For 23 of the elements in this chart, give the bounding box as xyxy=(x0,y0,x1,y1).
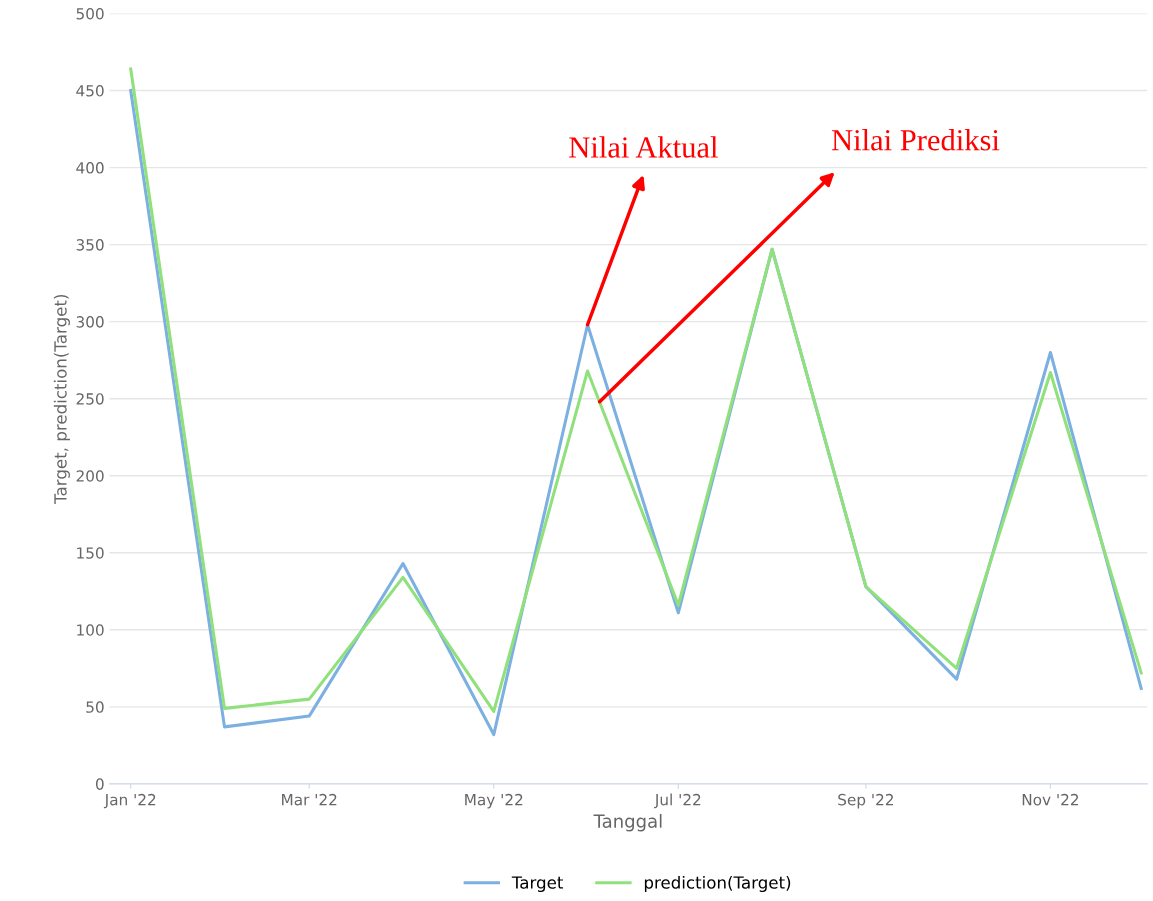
x-tick-label: Mar '22 xyxy=(282,793,337,806)
y-tick-label: 350 xyxy=(76,239,104,251)
y-tick-label: 450 xyxy=(76,85,104,97)
y-tick-label: 100 xyxy=(77,624,104,636)
y-tick-label: 250 xyxy=(76,393,104,405)
x-tick-label: Sep '22 xyxy=(838,793,893,809)
y-tick-label: 300 xyxy=(76,316,104,328)
y-tick-label: 400 xyxy=(76,162,104,174)
annotation: Nilai Prediksi xyxy=(831,129,1000,151)
x-tick-label: Jan '22 xyxy=(103,793,156,809)
legend-label: prediction(Target) xyxy=(644,875,791,893)
x-axis-title: Tanggal xyxy=(593,813,662,832)
y-tick-label: 0 xyxy=(95,778,104,790)
annotation: Nilai Aktual xyxy=(569,136,718,158)
y-axis-title: Target, prediction(Target) xyxy=(53,294,70,504)
y-tick-label: 50 xyxy=(86,701,104,713)
y-tick-label: 200 xyxy=(76,470,104,482)
x-tick-label: May '22 xyxy=(465,793,523,809)
x-tick-label: Nov '22 xyxy=(1022,793,1079,806)
y-tick-label: 150 xyxy=(77,547,104,559)
legend-label: Target xyxy=(511,876,564,893)
y-tick-label: 500 xyxy=(76,7,104,20)
x-tick-label: Jul '22 xyxy=(654,793,701,809)
